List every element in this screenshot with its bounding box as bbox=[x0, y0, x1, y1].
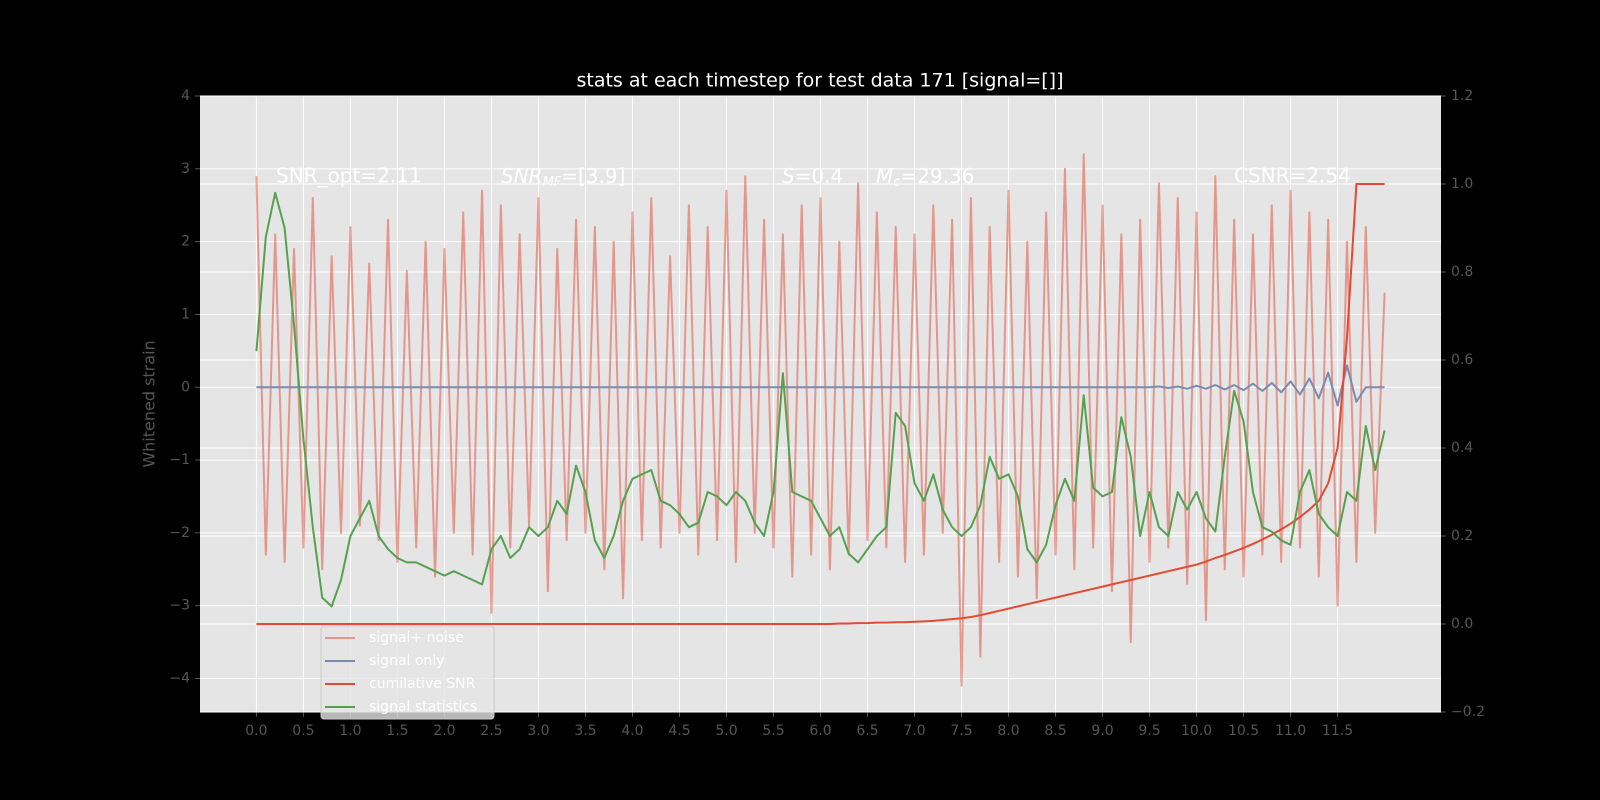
y2-tick-label: 0.0 bbox=[1451, 616, 1473, 632]
y2-tick-label: 0.2 bbox=[1451, 528, 1473, 544]
annotation: SNR_opt=2.11 bbox=[276, 164, 422, 188]
y-tick-label: −3 bbox=[169, 598, 190, 614]
x-tick-label: 8.0 bbox=[997, 723, 1019, 739]
x-tick-label: 1.0 bbox=[339, 723, 361, 739]
annotation-subscript: MF bbox=[543, 175, 562, 190]
x-tick-label: 2.0 bbox=[433, 723, 455, 739]
x-tick-label: 3.5 bbox=[574, 723, 596, 739]
y2-tick-label: −0.2 bbox=[1451, 704, 1485, 720]
annotation-subscript: c bbox=[893, 175, 900, 190]
x-tick-label: 11.0 bbox=[1275, 723, 1306, 739]
y-tick-label: −1 bbox=[169, 452, 190, 468]
chart-title: stats at each timestep for test data 171… bbox=[576, 70, 1063, 92]
series-line bbox=[255, 191, 1386, 608]
y2-tick-label: 0.4 bbox=[1451, 440, 1473, 456]
annotation: S=0.4 bbox=[782, 164, 843, 188]
x-tick-label: 5.5 bbox=[762, 723, 784, 739]
y-tick-label: 3 bbox=[181, 161, 190, 177]
x-tick-label: 6.0 bbox=[809, 723, 831, 739]
annotation-text: =29.36 bbox=[900, 164, 974, 188]
series-line bbox=[255, 153, 1386, 687]
x-tick-label: 10.5 bbox=[1228, 723, 1259, 739]
y2-tick-label: 0.8 bbox=[1451, 264, 1473, 280]
y-tick-label: −4 bbox=[169, 671, 190, 687]
x-tick-label: 7.5 bbox=[950, 723, 972, 739]
x-tick-label: 8.5 bbox=[1044, 723, 1066, 739]
x-tick-label: 4.5 bbox=[668, 723, 690, 739]
annotation: SNRMF=[3.9] bbox=[501, 164, 625, 190]
annotation-text: =[3.9] bbox=[561, 164, 625, 188]
x-tick-label: 7.0 bbox=[903, 723, 925, 739]
legend-box bbox=[320, 625, 495, 720]
y-tick-label: 4 bbox=[181, 88, 190, 104]
annotation-text: =0.4 bbox=[795, 164, 844, 188]
annotation: CSNR=2.54 bbox=[1234, 164, 1351, 188]
x-tick-label: 0.0 bbox=[245, 723, 267, 739]
annotation-symbol: S bbox=[782, 164, 795, 188]
series-line bbox=[256, 364, 1385, 407]
x-tick-label: 9.5 bbox=[1138, 723, 1160, 739]
annotation-symbol: SNR bbox=[501, 164, 543, 188]
legend-label: signal+ noise bbox=[369, 630, 464, 646]
y-tick-label: 2 bbox=[181, 234, 190, 250]
y2-tick-label: 0.6 bbox=[1451, 352, 1473, 368]
x-tick-label: 6.5 bbox=[856, 723, 878, 739]
x-tick-label: 4.0 bbox=[621, 723, 643, 739]
y2-tick-label: 1.0 bbox=[1451, 176, 1473, 192]
legend-label: signal only bbox=[369, 653, 444, 669]
x-tick-label: 0.5 bbox=[292, 723, 314, 739]
y2-tick-label: 1.2 bbox=[1451, 88, 1473, 104]
annotation: Mc=29.36 bbox=[876, 164, 974, 190]
x-tick-label: 1.5 bbox=[386, 723, 408, 739]
legend-label: cumilative SNR bbox=[369, 676, 476, 692]
x-tick-label: 10.0 bbox=[1181, 723, 1212, 739]
x-tick-label: 5.0 bbox=[715, 723, 737, 739]
y-axis-label: Whitened strain bbox=[140, 340, 159, 467]
x-tick-label: 3.0 bbox=[527, 723, 549, 739]
series-line bbox=[256, 183, 1385, 625]
y-tick-label: 0 bbox=[181, 379, 190, 395]
y-tick-label: 1 bbox=[181, 306, 190, 322]
annotation-symbol: M bbox=[876, 164, 893, 188]
x-tick-label: 2.5 bbox=[480, 723, 502, 739]
legend-label: signal statistics bbox=[369, 699, 477, 715]
y-tick-label: −2 bbox=[169, 525, 190, 541]
x-tick-label: 11.5 bbox=[1322, 723, 1353, 739]
x-tick-label: 9.0 bbox=[1091, 723, 1113, 739]
